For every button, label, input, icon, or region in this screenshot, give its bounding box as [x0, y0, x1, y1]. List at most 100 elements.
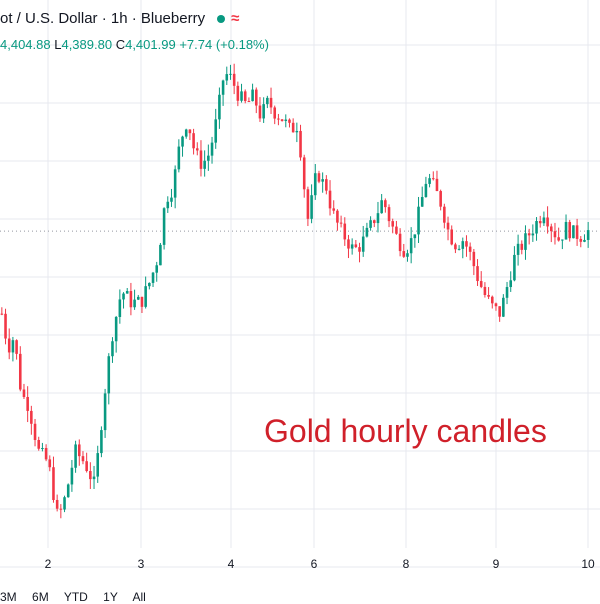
candle-body [350, 244, 354, 249]
x-tick-label: 2 [45, 557, 52, 571]
candle [321, 172, 324, 193]
x-tick-label: 3 [138, 557, 145, 571]
candle-body [513, 254, 516, 281]
candle [446, 216, 450, 241]
candle-body [439, 191, 442, 207]
candle [505, 281, 509, 305]
candle [402, 243, 406, 258]
candle [369, 216, 372, 231]
candle-body [524, 233, 527, 250]
candle [406, 249, 409, 262]
candle [181, 135, 184, 157]
grid-lines [0, 0, 600, 568]
candle-body [18, 353, 22, 390]
candle-body [402, 251, 406, 257]
candle-body [288, 119, 291, 123]
candle [15, 339, 18, 360]
candle-body [48, 459, 52, 468]
candle [557, 227, 560, 242]
candle [428, 173, 431, 188]
change-value: +7.74 (+0.18%) [179, 37, 269, 52]
candle [291, 118, 295, 133]
candle-body [203, 160, 206, 169]
candle-body [538, 221, 542, 224]
candle-body [494, 303, 498, 307]
candle [232, 63, 236, 95]
candle-body [30, 410, 33, 424]
candle [564, 214, 568, 240]
range-all-button[interactable]: All [132, 590, 146, 604]
candle-body [575, 225, 579, 239]
range-1y-button[interactable]: 1Y [103, 590, 118, 604]
close-value: 4,401.99 [125, 37, 176, 52]
candle [107, 353, 111, 405]
candle-body [579, 238, 583, 242]
x-tick-label: 10 [581, 557, 595, 571]
candle-body [162, 208, 166, 245]
candle-body [428, 178, 431, 184]
candle-body [37, 439, 41, 449]
candle-body [291, 122, 295, 133]
candle-body [321, 179, 324, 182]
candle [273, 105, 277, 125]
candle [527, 228, 531, 245]
candle [295, 122, 299, 143]
candle-body [479, 281, 483, 287]
candle [494, 302, 498, 311]
candle-body [273, 107, 277, 119]
candle [240, 83, 243, 103]
candle-body [92, 476, 96, 480]
candle [114, 315, 118, 353]
candle-body [302, 157, 306, 190]
candle-body [313, 173, 317, 196]
candle [74, 440, 77, 473]
candle-body [546, 217, 549, 227]
candle [409, 227, 413, 264]
candle [52, 456, 55, 503]
candle-body [561, 239, 564, 241]
candle [41, 442, 44, 452]
candle [535, 217, 538, 241]
candle [347, 234, 350, 259]
candle [336, 209, 339, 231]
candle [424, 176, 428, 198]
candle-body [125, 291, 129, 294]
candle [0, 307, 4, 316]
low-label: L [54, 37, 62, 52]
candle-body [549, 226, 553, 232]
candle-body [166, 201, 170, 209]
candle-body [483, 286, 487, 296]
candle [465, 235, 468, 257]
candle-body [52, 467, 55, 500]
candle [151, 271, 155, 288]
range-6m-button[interactable]: 6M [32, 590, 49, 604]
range-ytd-button[interactable]: YTD [63, 590, 88, 604]
candle-body [148, 282, 151, 287]
candle-body [299, 130, 302, 158]
candle [207, 144, 210, 171]
candle-body [33, 423, 37, 440]
candle-body [295, 130, 299, 133]
chart-annotation: Gold hourly candles [264, 413, 547, 449]
candle [170, 188, 173, 207]
candle-body [391, 221, 395, 227]
range-3m-button[interactable]: 3M [0, 590, 17, 604]
candle [122, 292, 125, 309]
ohlc-values: 4,404.88 L4,389.80 C4,401.99 +7.74 (+0.1… [0, 37, 269, 52]
candle-body [218, 94, 221, 120]
candle [258, 97, 262, 122]
candle [7, 328, 11, 360]
open-value: 4,404.88 [0, 37, 51, 52]
candle [317, 170, 321, 184]
candle-body [100, 430, 103, 454]
candle [483, 282, 487, 298]
candle [431, 171, 435, 181]
candle [461, 237, 465, 259]
candle-body [4, 313, 7, 339]
candle-body [583, 239, 586, 242]
candle-body [151, 272, 155, 283]
symbol-legend[interactable]: ot / U.S. Dollar · 1h · Blueberry ≈ [0, 10, 239, 27]
candle [542, 211, 546, 226]
candle [162, 207, 166, 250]
